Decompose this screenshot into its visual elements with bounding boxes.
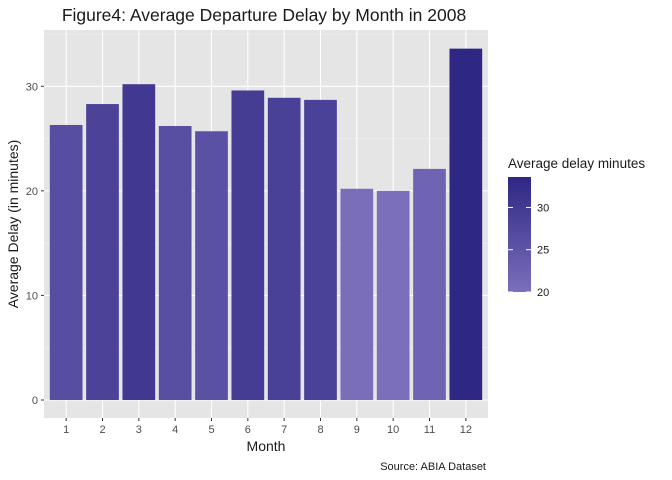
legend-title: Average delay minutes <box>508 156 645 171</box>
chart-title: Figure4: Average Departure Delay by Mont… <box>62 5 466 25</box>
bar-month-12 <box>449 48 483 400</box>
legend: Average delay minutes 20 25 30 <box>508 156 645 299</box>
legend-tick-label: 30 <box>537 202 549 214</box>
y-tick-label: 10 <box>26 290 38 302</box>
bar-month-1 <box>49 124 83 400</box>
x-tick-label: 5 <box>208 424 214 436</box>
y-tick-label: 0 <box>32 395 38 407</box>
legend-tick-label: 20 <box>537 287 549 299</box>
legend-ticks: 20 25 30 <box>508 202 549 299</box>
y-axis-label: Average Delay (in minutes) <box>5 140 21 309</box>
y-tick-label: 20 <box>26 186 38 198</box>
bar-month-10 <box>376 190 410 400</box>
bar-month-4 <box>158 126 192 400</box>
bar-month-2 <box>86 104 119 400</box>
x-tick-label: 10 <box>387 424 399 436</box>
x-axis-label: Month <box>247 438 286 454</box>
x-axis: 1 2 3 4 5 6 7 8 9 10 11 12 <box>63 418 472 436</box>
x-tick-label: 11 <box>424 424 435 436</box>
bar-month-9 <box>340 188 374 400</box>
bar-month-3 <box>122 84 156 401</box>
x-tick-label: 6 <box>245 424 251 436</box>
bar-month-7 <box>267 97 301 400</box>
chart-caption: Source: ABIA Dataset <box>380 461 486 473</box>
x-tick-label: 2 <box>99 424 105 436</box>
bar-month-11 <box>413 168 446 400</box>
x-tick-label: 3 <box>136 424 142 436</box>
x-tick-label: 7 <box>281 424 287 436</box>
x-tick-label: 4 <box>172 424 178 436</box>
x-tick-label: 12 <box>460 424 472 436</box>
y-axis: 0 10 20 30 <box>26 81 44 407</box>
bar-month-8 <box>304 99 337 400</box>
bar-month-6 <box>231 90 265 401</box>
x-tick-label: 9 <box>354 424 360 436</box>
bar-month-5 <box>195 131 228 400</box>
x-tick-label: 8 <box>317 424 323 436</box>
x-tick-label: 1 <box>63 424 69 436</box>
y-tick-label: 30 <box>26 81 38 93</box>
legend-colorbar <box>508 177 531 292</box>
legend-tick-label: 25 <box>537 245 549 257</box>
bars <box>49 48 483 401</box>
